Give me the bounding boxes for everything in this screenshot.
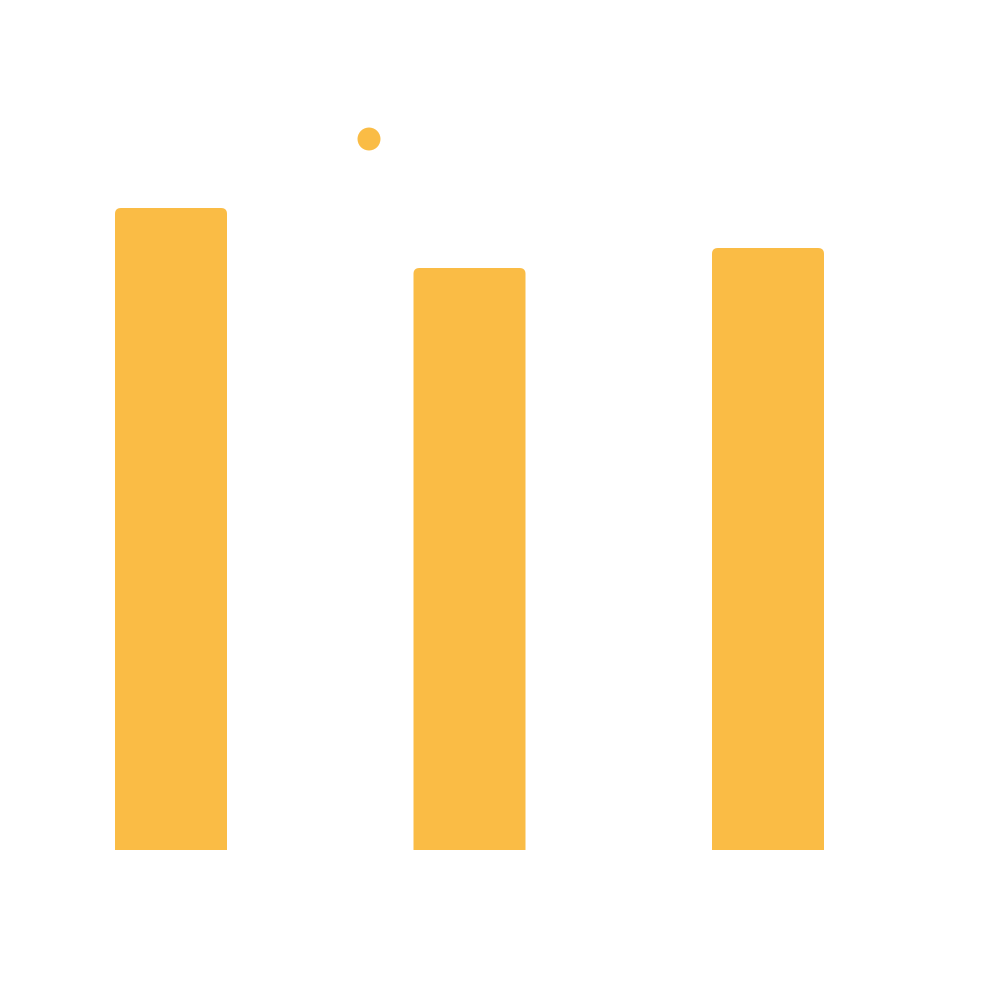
bar-2 [413, 268, 526, 850]
legend-swatch [357, 127, 381, 151]
bar-3 [712, 248, 824, 850]
bar-1 [115, 208, 227, 850]
legend [357, 127, 381, 151]
bars-group [115, 208, 824, 850]
